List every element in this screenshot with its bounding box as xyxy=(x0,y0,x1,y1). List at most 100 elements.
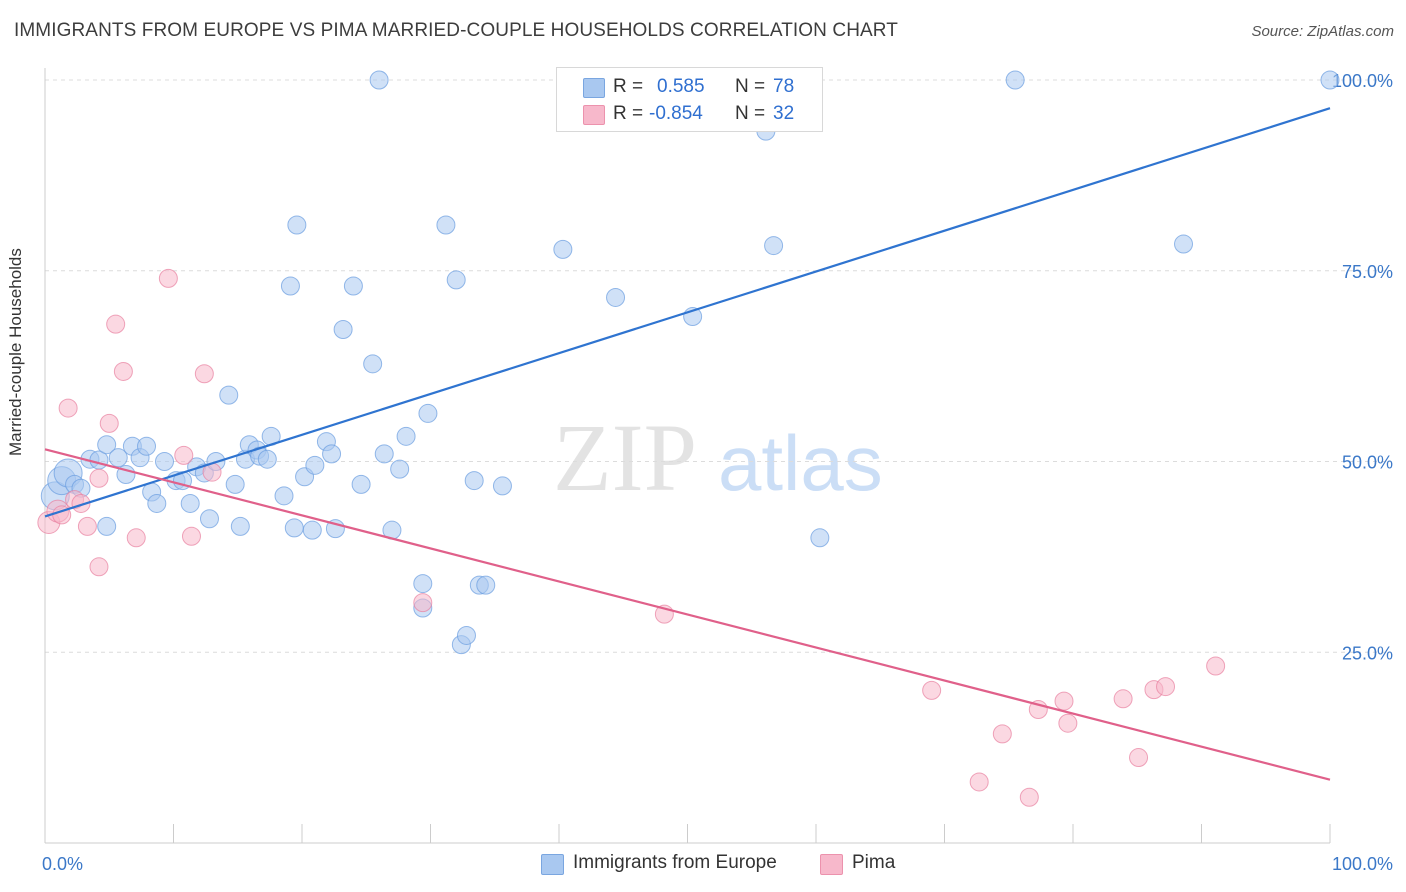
europe-point xyxy=(343,276,363,296)
europe-point xyxy=(446,270,466,290)
legend-swatch-pima xyxy=(820,854,843,875)
legend-swatch-europe xyxy=(541,854,564,875)
pima-trend-line xyxy=(44,448,1331,781)
europe-point xyxy=(230,516,250,536)
europe-point xyxy=(1005,70,1025,90)
legend-r-label: R = xyxy=(613,103,644,124)
legend-r-value: 0.585 xyxy=(657,76,705,97)
y-tick-label: 75.0% xyxy=(1342,262,1393,282)
pima-point xyxy=(106,314,126,334)
europe-point xyxy=(137,436,157,456)
pima-point xyxy=(58,398,78,418)
legend-r-label: R = xyxy=(613,76,644,97)
europe-point xyxy=(1174,234,1194,254)
pima-point xyxy=(1156,677,1176,697)
europe-point xyxy=(390,459,410,479)
legend-n-value: 78 xyxy=(773,76,795,97)
pima-point xyxy=(1129,748,1149,768)
europe-point xyxy=(155,452,175,471)
europe-point xyxy=(287,215,307,235)
legend-label-europe: Immigrants from Europe xyxy=(573,852,777,873)
europe-point xyxy=(456,625,476,645)
pima-point xyxy=(1206,656,1226,676)
europe-point xyxy=(1320,70,1340,90)
europe-point xyxy=(274,486,294,506)
europe-point xyxy=(97,516,117,536)
europe-point xyxy=(418,403,438,423)
europe-point xyxy=(553,239,573,259)
legend-r-value: -0.854 xyxy=(649,103,703,124)
chart-title: IMMIGRANTS FROM EUROPE VS PIMA MARRIED-C… xyxy=(14,20,898,41)
stats-legend: R = 0.585 N = 78 R = -0.854 N = 32 xyxy=(556,67,823,132)
legend-swatch-europe xyxy=(583,78,605,98)
legend-n-label: N = xyxy=(735,76,766,97)
europe-point xyxy=(476,575,496,595)
pima-point xyxy=(1054,691,1074,711)
pima-point xyxy=(158,268,178,288)
legend-swatch-pima xyxy=(583,105,605,125)
pima-point xyxy=(113,361,133,381)
europe-point xyxy=(97,435,117,455)
pima-point xyxy=(126,528,146,548)
europe-point xyxy=(302,520,322,540)
europe-point xyxy=(764,236,784,256)
pima-point xyxy=(174,445,194,465)
pima-point xyxy=(992,724,1012,744)
pima-point xyxy=(181,526,201,546)
pima-point xyxy=(77,516,97,536)
europe-point xyxy=(810,528,830,548)
europe-point xyxy=(199,509,219,529)
y-tick-label: 100.0% xyxy=(1332,71,1393,91)
tick-labels: 25.0% 50.0% 75.0% 100.0% 0.0% 100.0% xyxy=(42,71,1393,874)
trend-lines xyxy=(44,107,1331,781)
europe-point xyxy=(219,385,239,405)
pima-point xyxy=(89,557,109,577)
source-credit: Source: ZipAtlas.com xyxy=(1251,23,1394,40)
pima-point xyxy=(89,468,109,488)
legend-n-label: N = xyxy=(735,103,766,124)
pima-point xyxy=(71,493,91,513)
watermark: ZIP atlas xyxy=(553,404,883,511)
pima-point xyxy=(969,772,989,792)
europe-point xyxy=(436,215,456,235)
legend-n-value: 32 xyxy=(773,103,795,124)
europe-point xyxy=(225,474,245,494)
y-tick-label: 50.0% xyxy=(1342,453,1393,473)
watermark-atlas: atlas xyxy=(718,419,883,507)
y-tick-label: 25.0% xyxy=(1342,643,1393,663)
axes xyxy=(44,68,1331,844)
europe-point xyxy=(369,70,389,90)
legend-label-pima: Pima xyxy=(852,852,896,873)
x-tick-label: 100.0% xyxy=(1332,854,1393,874)
pima-point xyxy=(1058,713,1078,733)
europe-trend-line xyxy=(44,107,1331,518)
watermark-zip: ZIP xyxy=(553,404,697,511)
pima-point xyxy=(99,413,119,433)
pima-point xyxy=(1019,787,1039,807)
pima-point xyxy=(922,680,942,700)
x-tick-label: 0.0% xyxy=(42,854,83,874)
europe-point xyxy=(257,449,277,469)
europe-point xyxy=(492,476,512,496)
europe-point xyxy=(147,493,167,513)
europe-point xyxy=(284,518,304,538)
europe-point xyxy=(396,426,416,446)
europe-point xyxy=(280,276,300,296)
pima-point xyxy=(413,593,433,613)
europe-point xyxy=(322,444,342,464)
data-points xyxy=(37,70,1340,807)
europe-point xyxy=(305,455,325,475)
europe-point xyxy=(464,471,484,491)
europe-point xyxy=(363,354,383,374)
europe-point xyxy=(333,320,353,340)
europe-point xyxy=(606,287,626,307)
grid-lines xyxy=(45,79,1390,653)
pima-point xyxy=(194,364,214,384)
europe-point xyxy=(108,448,128,468)
europe-point xyxy=(351,474,371,494)
pima-point xyxy=(1113,689,1133,709)
europe-point xyxy=(374,444,394,464)
europe-point xyxy=(413,574,433,594)
europe-point xyxy=(180,493,200,513)
